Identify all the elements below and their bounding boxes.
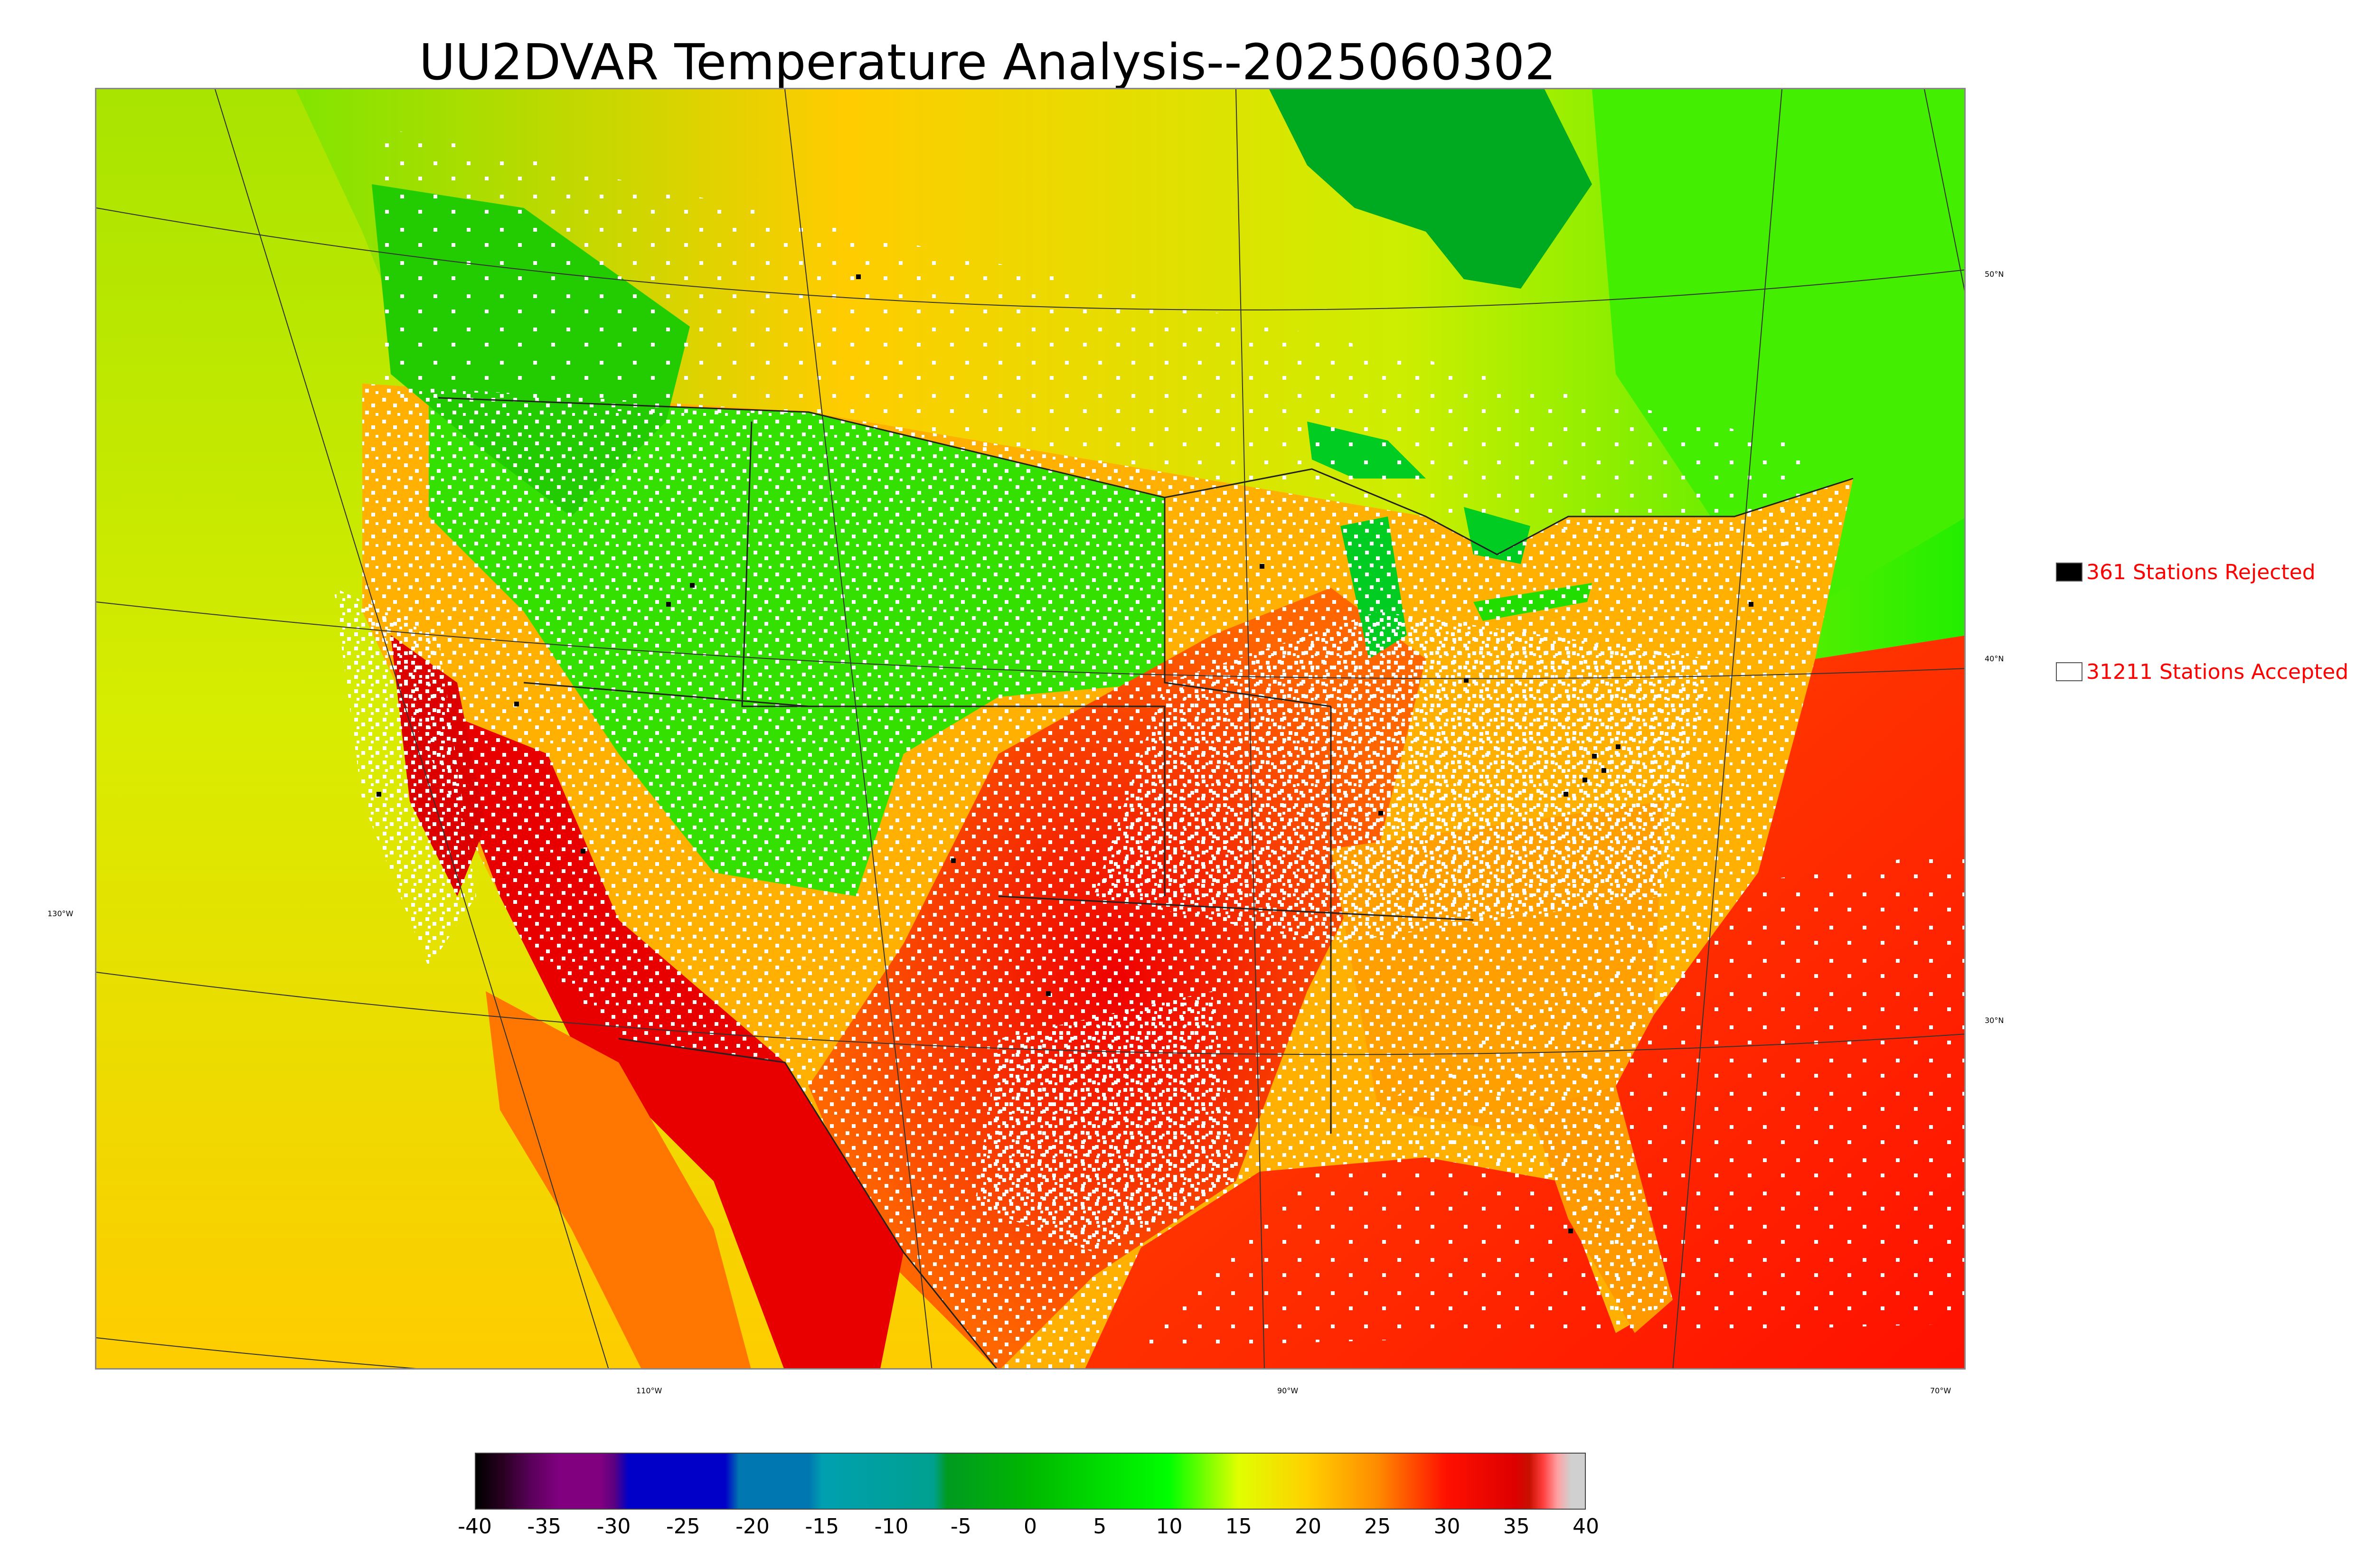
- colorbar-tick-label: -10: [874, 1514, 909, 1539]
- colorbar-tick-label: 0: [1024, 1514, 1037, 1539]
- lat-label-40n: 40°N: [1985, 654, 2004, 663]
- graticule: [96, 89, 1964, 1368]
- colorbar-tick-label: 30: [1433, 1514, 1460, 1539]
- rejected-stations: [377, 274, 1753, 1233]
- baja-mexico: [486, 991, 751, 1368]
- colorbar-tick-label: 25: [1364, 1514, 1391, 1539]
- hudson-bay: [1269, 89, 1592, 289]
- station-dots-ocean-sparse: [1141, 849, 1964, 1347]
- accepted-swatch: [2056, 662, 2082, 681]
- political-borders: [438, 397, 1854, 1368]
- lat-label-30n: 30°N: [1985, 1016, 2004, 1025]
- rejected-label: 361 Stations Rejected: [2086, 560, 2316, 584]
- colorbar-tick-label: 35: [1503, 1514, 1530, 1539]
- lat-label-50n: 50°N: [1985, 270, 2004, 279]
- lon-label-70w: 70°W: [1930, 1386, 1951, 1395]
- temperature-colorbar: [475, 1453, 1586, 1510]
- map-svg: [96, 89, 1964, 1368]
- colorbar-tick-label: 40: [1573, 1514, 1599, 1539]
- colorbar-tick-label: -20: [735, 1514, 770, 1539]
- colorbar-tick-label: 5: [1093, 1514, 1107, 1539]
- colorbar-tick-label: -30: [596, 1514, 631, 1539]
- colorbar-tick-label: 15: [1225, 1514, 1252, 1539]
- station-dots-texas-dense: [975, 991, 1236, 1252]
- colorbar-tick-label: -35: [527, 1514, 562, 1539]
- colorbar-tick-label: -40: [458, 1514, 492, 1539]
- lon-label-90w: 90°W: [1277, 1386, 1299, 1395]
- legend-rejected: 361 Stations Rejected: [2056, 560, 2316, 584]
- northeast-cool: [1592, 89, 1964, 611]
- colorbar-tick-label: -25: [666, 1514, 700, 1539]
- temperature-map[interactable]: [95, 88, 1966, 1370]
- legend-accepted: 31211 Stations Accepted: [2056, 660, 2348, 684]
- lon-label-130w: 130°W: [47, 909, 74, 918]
- station-dots-canada-sparse: [381, 127, 1806, 564]
- colorbar-tick-label: -15: [805, 1514, 839, 1539]
- lon-label-110w: 110°W: [636, 1386, 662, 1395]
- colorbar-tick-label: 20: [1295, 1514, 1321, 1539]
- map-title: UU2DVAR Temperature Analysis--2025060302: [419, 33, 1556, 91]
- colorbar-tick-label: -5: [950, 1514, 971, 1539]
- colorbar-tick-label: 10: [1156, 1514, 1183, 1539]
- accepted-label: 31211 Stations Accepted: [2086, 659, 2349, 684]
- station-dots-california-dense: [334, 588, 476, 967]
- rejected-swatch: [2056, 563, 2082, 582]
